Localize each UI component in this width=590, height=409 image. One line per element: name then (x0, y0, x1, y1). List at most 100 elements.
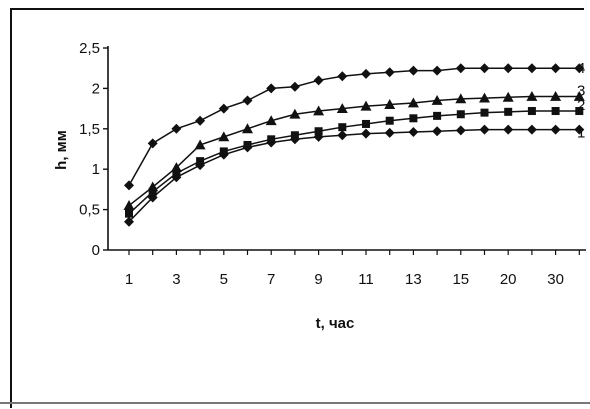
y-tick-label: 0 (92, 242, 100, 259)
x-tick-label: 3 (172, 271, 180, 288)
triangle-marker (479, 92, 490, 103)
diamond-marker (432, 126, 443, 137)
triangle-marker (573, 90, 585, 101)
square-marker (243, 140, 252, 149)
square-marker (433, 111, 442, 120)
triangle-marker (242, 123, 253, 134)
triangle-marker (123, 200, 135, 210)
diamond-marker (242, 95, 253, 106)
square-marker (125, 209, 133, 218)
square-marker (267, 135, 276, 144)
axes: 00,511,522,51 3 5 7 9 11 13 15 20 30 (79, 40, 586, 288)
y-tick-label: 2,5 (79, 40, 100, 57)
triangle-marker (407, 97, 419, 108)
square-marker (385, 116, 394, 125)
diamond-marker (526, 63, 537, 74)
series-line (128, 95, 580, 207)
x-tick-label: 7 (267, 271, 275, 288)
x-tick-label: 11 (358, 271, 374, 288)
triangle-marker (194, 139, 206, 150)
triangle-marker (526, 90, 538, 101)
triangle-marker (170, 162, 182, 172)
x-tick-label: 30 (547, 271, 564, 288)
diamond-marker (171, 123, 182, 134)
square-marker (338, 123, 347, 132)
x-axis-title: t, час (316, 315, 355, 332)
triangle-marker (502, 91, 514, 102)
diamond-marker (574, 63, 585, 74)
bottom-rule (0, 402, 590, 404)
square-marker (409, 114, 418, 123)
triangle-marker (550, 90, 562, 101)
diamond-marker (124, 216, 134, 227)
diamond-marker (455, 63, 466, 74)
series-3: 3 (123, 82, 585, 210)
diamond-marker (479, 63, 490, 74)
x-tick-label: 15 (452, 271, 469, 288)
diamond-marker (550, 63, 561, 74)
y-tick-label: 1 (92, 161, 100, 178)
diamond-marker (195, 115, 206, 126)
series-layer: 1 23 4 (123, 60, 585, 227)
diamond-marker (289, 81, 300, 92)
series-2: 2 (125, 97, 585, 218)
y-axis-title: h, мм (53, 130, 70, 170)
series-4: 4 (124, 60, 585, 191)
chart-frame (10, 8, 584, 408)
diamond-marker (313, 75, 324, 86)
square-marker (196, 157, 205, 166)
x-tick-label: 20 (500, 271, 517, 288)
series-1: 1 (124, 124, 585, 227)
square-marker (290, 131, 299, 140)
triangle-marker (147, 181, 159, 192)
diamond-marker (432, 65, 443, 76)
series-end-label: 1 (577, 125, 585, 142)
square-marker (456, 110, 465, 119)
series-end-label: 3 (577, 82, 585, 99)
square-marker (314, 127, 323, 136)
series-end-label: 2 (577, 97, 585, 114)
diamond-marker (266, 83, 277, 94)
diamond-marker (147, 138, 158, 149)
y-tick-label: 0,5 (79, 202, 100, 219)
triangle-marker (360, 100, 372, 111)
triangle-marker (218, 131, 230, 142)
diamond-marker (455, 125, 466, 136)
diamond-marker (124, 180, 134, 191)
diamond-marker (408, 127, 419, 138)
series-line (128, 128, 580, 223)
diamond-marker (479, 124, 490, 135)
square-marker (148, 187, 157, 196)
triangle-marker (289, 108, 301, 119)
diamond-marker (384, 67, 395, 78)
square-marker (575, 107, 584, 116)
diamond-marker (337, 71, 348, 82)
diamond-marker (526, 124, 537, 135)
x-tick-label: 9 (314, 271, 322, 288)
triangle-marker (384, 99, 396, 109)
triangle-marker (336, 103, 348, 113)
square-marker (172, 169, 181, 178)
diamond-marker (384, 127, 395, 138)
triangle-marker (265, 115, 277, 126)
square-marker (480, 108, 489, 117)
square-marker (527, 107, 536, 116)
y-tick-label: 1,5 (79, 121, 100, 138)
diamond-marker (408, 65, 419, 76)
square-marker (219, 147, 228, 156)
triangle-marker (455, 93, 467, 104)
x-tick-label: 13 (405, 271, 422, 288)
triangle-marker (431, 95, 443, 105)
square-marker (504, 107, 513, 116)
diamond-marker (574, 124, 585, 135)
diamond-marker (550, 124, 561, 135)
square-marker (551, 107, 560, 116)
diamond-marker (503, 124, 514, 135)
square-marker (362, 119, 370, 128)
y-tick-label: 2 (92, 80, 100, 97)
diamond-marker (503, 63, 514, 74)
diamond-marker (218, 103, 229, 114)
series-end-label: 4 (577, 60, 585, 77)
diamond-marker (361, 68, 371, 79)
